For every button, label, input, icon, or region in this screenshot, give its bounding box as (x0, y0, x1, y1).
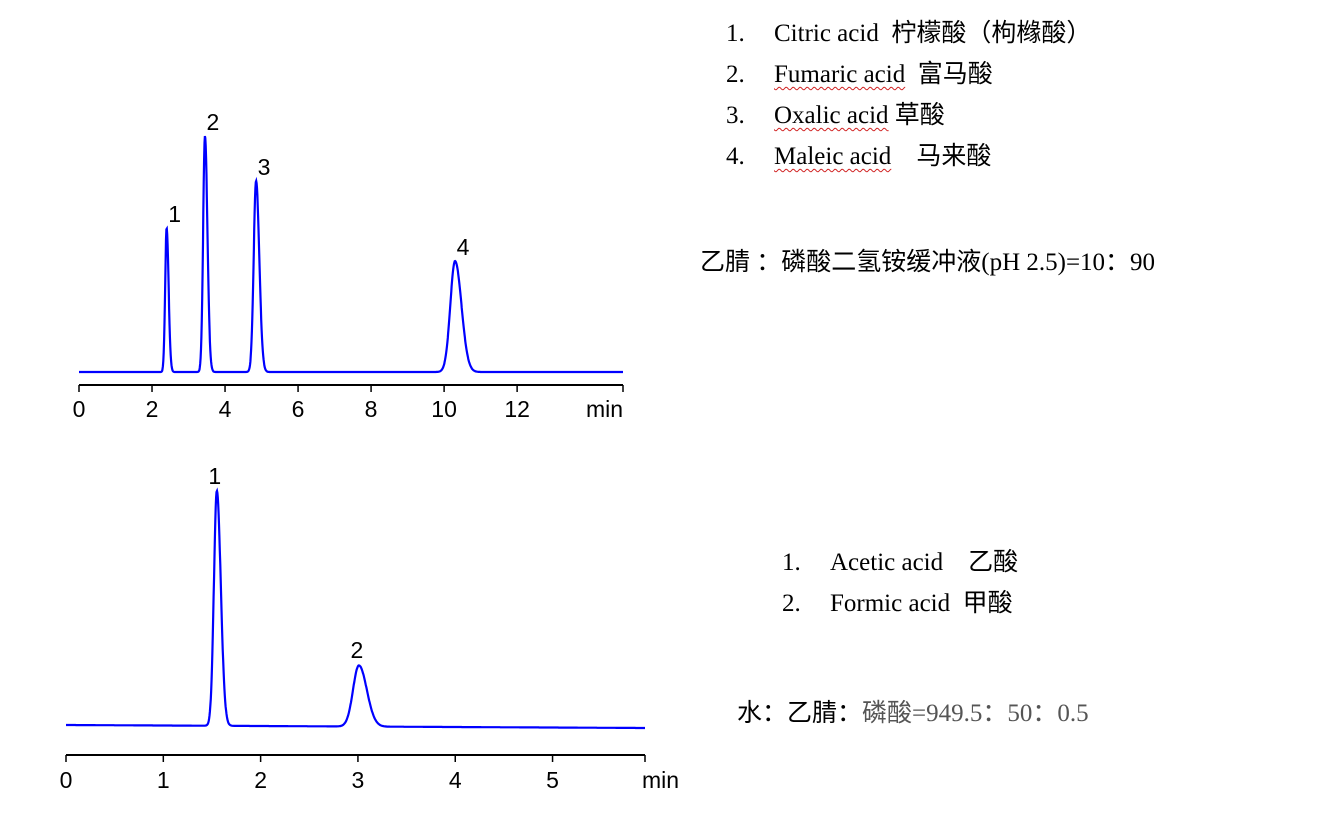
x-tick-label: 10 (431, 396, 457, 422)
x-tick-label: 3 (352, 767, 365, 793)
chromatogram-trace (66, 487, 645, 730)
peak-label: 4 (457, 234, 470, 260)
legend-num: 1. (726, 20, 745, 47)
x-axis-label: min (642, 767, 679, 793)
condition-ratio: 磷酸=949.5：50：0.5 (862, 700, 1089, 727)
compound-name: Oxalic acid (774, 102, 889, 129)
x-tick-label: 0 (73, 396, 86, 422)
peak-label: 3 (258, 154, 271, 180)
x-tick-label: 5 (546, 767, 559, 793)
legend-top: 1. Citric acid 柠檬酸（枸橼酸） 2. Fumaric acid 富马… (726, 13, 1091, 177)
x-tick-label: 4 (449, 767, 462, 793)
compound-name: Fumaric acid (774, 61, 906, 88)
mobile-phase-top: 乙腈 ：磷酸二氢铵缓冲液(pH 2.5)=10：90 (700, 249, 1156, 276)
compound-name: Formic acid (830, 590, 951, 617)
legend-num: 2. (726, 61, 745, 88)
compound-name: Acetic acid (830, 549, 944, 576)
peak-label: 2 (207, 109, 220, 135)
x-tick-label: 12 (504, 396, 530, 422)
mobile-phase-bottom: 水：乙腈：磷酸=949.5：50：0.5 (737, 693, 1089, 729)
compound-cn: 柠檬酸（枸橼酸） (878, 20, 1092, 47)
legend-bottom: 1. Acetic acid 乙酸 2. Formic acid 甲酸 (782, 542, 1018, 624)
x-tick-label: 8 (365, 396, 378, 422)
compound-cn: 富马酸 (905, 61, 993, 88)
peak-label: 1 (208, 463, 221, 489)
compound-cn: 马来酸 (891, 143, 992, 170)
legend-item: 3. Oxalic acid 草酸 (726, 95, 1091, 136)
x-tick-label: 2 (254, 767, 267, 793)
compound-name: Citric acid (774, 20, 879, 47)
legend-item: 4. Maleic acid 马来酸 (726, 136, 1091, 177)
legend-item: 2. Fumaric acid 富马酸 (726, 54, 1091, 95)
x-tick-label: 0 (60, 767, 73, 793)
legend-num: 2. (782, 590, 801, 617)
legend-num: 1. (782, 549, 801, 576)
chromatogram-trace (79, 135, 623, 374)
x-tick-label: 4 (219, 396, 232, 422)
x-tick-label: 2 (146, 396, 159, 422)
legend-item: 1. Citric acid 柠檬酸（枸橼酸） (726, 13, 1091, 54)
x-tick-label: 1 (157, 767, 170, 793)
compound-cn: 草酸 (888, 102, 945, 129)
x-tick-label: 6 (292, 396, 305, 422)
peak-label: 1 (168, 201, 181, 227)
compound-name: Maleic acid (774, 143, 892, 170)
legend-item: 2. Formic acid 甲酸 (782, 583, 1018, 624)
compound-cn: 甲酸 (950, 590, 1013, 617)
x-axis-label: min (586, 396, 623, 422)
legend-num: 4. (726, 143, 745, 170)
condition-prefix: 水：乙腈： (737, 700, 863, 727)
compound-cn: 乙酸 (943, 549, 1019, 576)
legend-item: 1. Acetic acid 乙酸 (782, 542, 1018, 583)
legend-num: 3. (726, 102, 745, 129)
peak-label: 2 (351, 637, 364, 663)
